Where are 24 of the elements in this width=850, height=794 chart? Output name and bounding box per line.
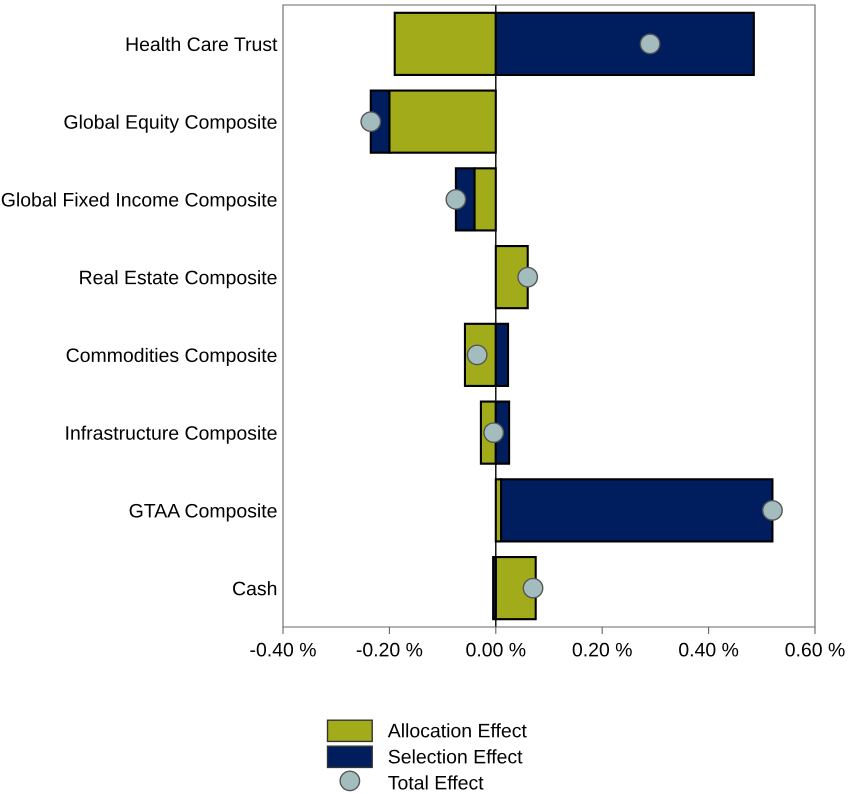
x-tick-label: 0.60 %: [785, 642, 845, 657]
x-tick-label: -0.20 %: [356, 642, 422, 657]
y-tick-label: Infrastructure Composite: [66, 426, 277, 444]
legend-label: Allocation Effect: [388, 723, 527, 738]
point: [445, 188, 466, 210]
point: [517, 266, 538, 288]
x-tick-label: 0.00 %: [466, 642, 526, 657]
point: [522, 578, 544, 599]
y-tick-label: GTAA Composite: [130, 503, 277, 522]
y-tick-label: Cash: [233, 581, 276, 596]
x-tick-label: -0.40 %: [250, 642, 316, 657]
x-tick-label: 0.20 %: [572, 642, 632, 657]
point: [483, 422, 504, 444]
point: [360, 111, 382, 132]
point: [640, 33, 660, 54]
y-tick-label: Global Fixed Income Composite: [2, 192, 277, 210]
legend-label: Total Effect: [388, 775, 484, 790]
legend-label: Selection Effect: [388, 749, 522, 764]
y-tick-label: Health Care Trust: [126, 36, 278, 52]
point: [762, 500, 783, 521]
y-tick-label: Global Equity Composite: [64, 114, 277, 133]
y-tick-label: Real Estate Composite: [80, 270, 277, 288]
y-tick-label: Commodities Composite: [66, 348, 277, 366]
x-tick-label: 0.40 %: [679, 642, 738, 657]
